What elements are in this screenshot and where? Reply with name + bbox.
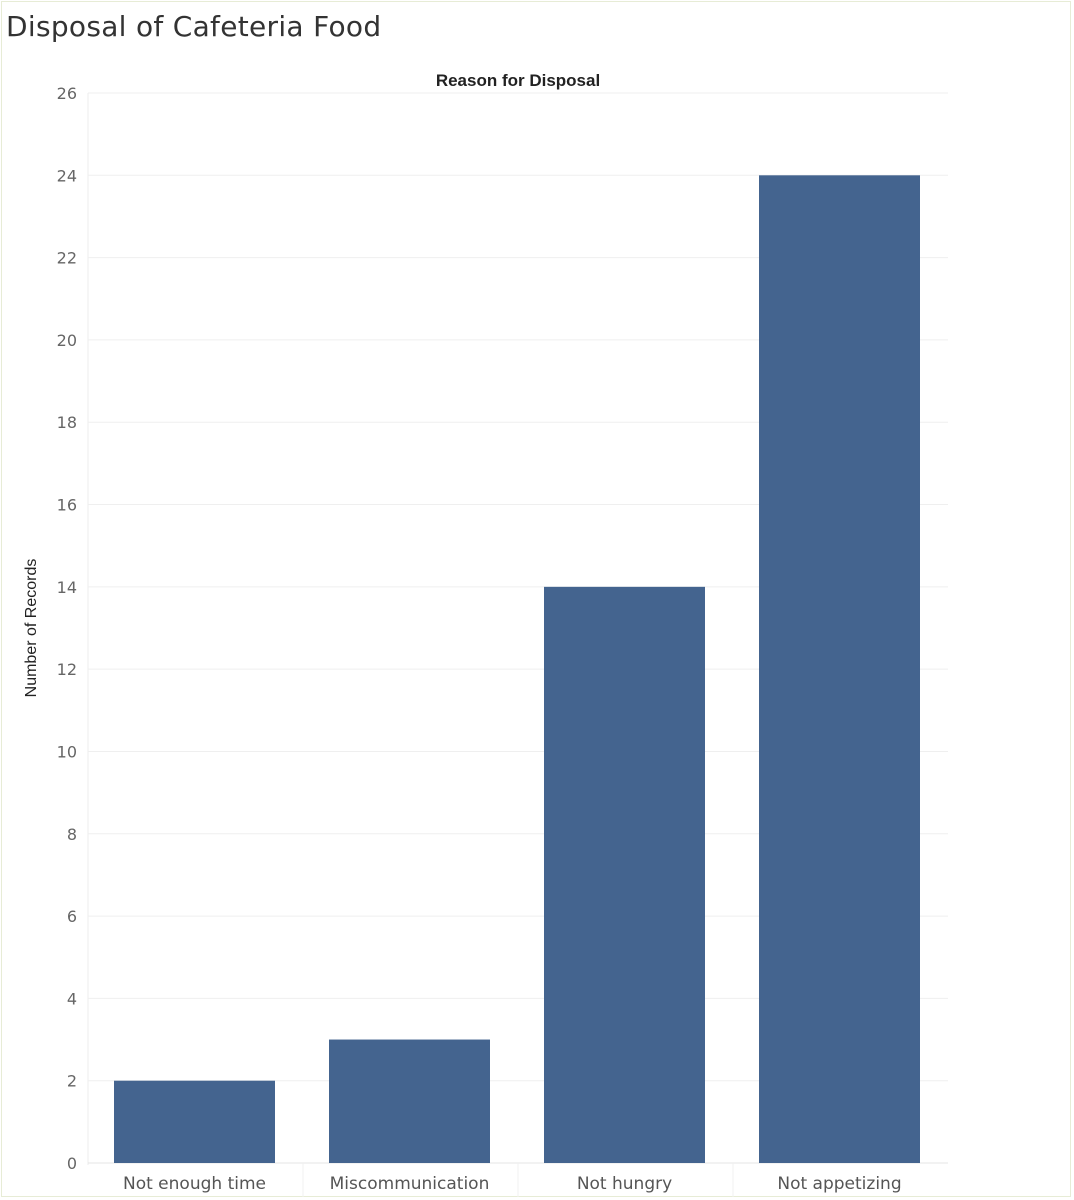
- bars: [114, 175, 920, 1164]
- y-tick-label: 0: [67, 1154, 77, 1173]
- y-tick-label: 12: [57, 660, 77, 679]
- y-tick-label: 10: [57, 742, 77, 761]
- y-tick-label: 24: [57, 166, 77, 185]
- y-tick-label: 6: [67, 907, 77, 926]
- y-tick-label: 8: [67, 825, 77, 844]
- y-tick-label: 18: [57, 413, 77, 432]
- y-tick-label: 22: [57, 249, 77, 268]
- y-tick-label: 26: [57, 84, 77, 103]
- chart-title: Disposal of Cafeteria Food: [6, 10, 382, 43]
- x-category-label: Not enough time: [123, 1174, 266, 1194]
- y-tick-label: 4: [67, 989, 77, 1008]
- bar-not-enough-time: [114, 1080, 275, 1163]
- y-tick-label: 16: [57, 496, 77, 515]
- bar-not-hungry: [544, 586, 705, 1163]
- y-axis-title: Number of Records: [23, 559, 40, 698]
- y-tick-label: 2: [67, 1072, 77, 1091]
- x-category-label: Miscommunication: [330, 1174, 490, 1194]
- y-tick-label: 20: [57, 331, 77, 350]
- y-tick-label: 14: [57, 578, 77, 597]
- x-category-label: Not appetizing: [777, 1174, 901, 1194]
- x-axis-categories: Not enough time Miscommunication Not hungr…: [123, 1174, 902, 1194]
- bar-miscommunication: [329, 1039, 490, 1163]
- bar-not-appetizing: [759, 175, 920, 1164]
- column-header: Reason for Disposal: [436, 71, 600, 90]
- x-category-label: Not hungry: [577, 1174, 672, 1194]
